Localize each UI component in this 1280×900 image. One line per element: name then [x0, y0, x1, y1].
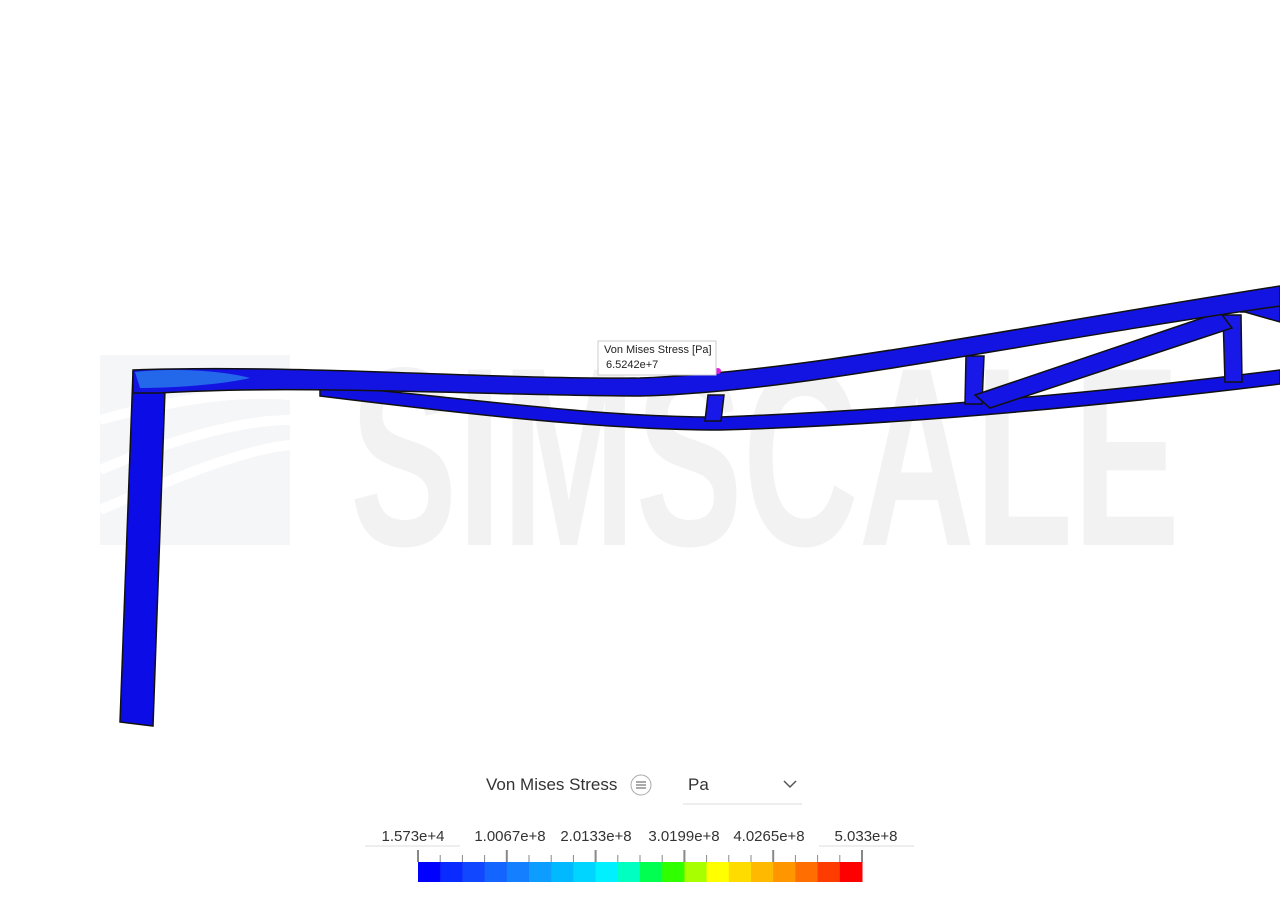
colorbar-label: 4.0265e+8: [733, 828, 804, 845]
colorbar-segment: [551, 862, 574, 882]
colorbar-segment: [617, 862, 641, 882]
colorbar-segment: [773, 862, 796, 882]
colorbar: 1.573e+4 1.0067e+8 2.0133e+8 3.0199e+8 4.026…: [382, 828, 898, 882]
colorbar-segment: [706, 862, 730, 882]
legend: Von Mises Stress Pa 1.573e+4 1.0067e+8 2.0…: [365, 768, 914, 882]
colorbar-label: 5.033e+8: [835, 828, 898, 845]
legend-title: Von Mises Stress: [486, 775, 617, 794]
colorbar-label: 2.0133e+8: [560, 828, 631, 845]
colorbar-segment: [418, 862, 441, 882]
colorbar-label: 1.0067e+8: [474, 828, 545, 845]
lower-chord: [319, 369, 1280, 431]
probe: Von Mises Stress [Pa] 6.5242e+7: [597, 340, 721, 376]
colorbar-segment: [839, 862, 863, 882]
colorbar-segment: [462, 862, 486, 882]
strut: [964, 355, 985, 405]
colorbar-segment: [573, 862, 597, 882]
unit-dropdown[interactable]: Pa: [683, 768, 802, 805]
colorbar-segment: [506, 862, 530, 882]
colorbar-segment: [728, 862, 752, 882]
probe-value: 6.5242e+7: [606, 359, 658, 371]
strut: [704, 394, 725, 422]
colorbar-segment: [817, 862, 841, 882]
colorbar-segment: [595, 862, 619, 882]
colorbar-segment: [484, 862, 508, 882]
colorbar-segment: [662, 862, 685, 882]
colorbar-segment: [684, 862, 708, 882]
probe-box: [597, 340, 717, 376]
diagonal: [973, 311, 1234, 409]
watermark-logo-lines: [98, 388, 291, 515]
colorbar-label: 1.573e+4: [382, 828, 445, 845]
probe-label: Von Mises Stress [Pa]: [604, 344, 712, 356]
colorbar-segment: [640, 862, 663, 882]
colorbar-segment: [795, 862, 819, 882]
dropdown-box[interactable]: [683, 768, 802, 804]
stress-hotspot: [135, 370, 250, 388]
watermark-text: SIMSCALE: [350, 315, 1180, 600]
colorbar-segment: [440, 862, 463, 882]
chevron: [783, 780, 797, 789]
unit-label: Pa: [688, 775, 709, 794]
strut: [1222, 314, 1243, 383]
menu-icon-lines: [636, 781, 646, 789]
colorbar-segment: [751, 862, 774, 882]
colorbar-segment: [529, 862, 552, 882]
legend-menu[interactable]: [630, 774, 652, 796]
colorbar-label: 3.0199e+8: [648, 828, 719, 845]
